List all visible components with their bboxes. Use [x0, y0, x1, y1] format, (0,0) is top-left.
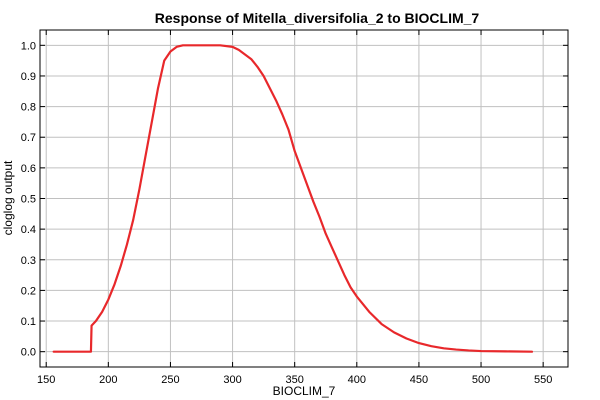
gridlines [40, 30, 568, 367]
x-tick-label: 300 [223, 374, 241, 386]
y-tick-label: 0.5 [21, 194, 36, 206]
chart-title: Response of Mitella_diversifolia_2 to BI… [155, 10, 480, 26]
x-tick-label: 150 [37, 374, 55, 386]
x-tick-label: 200 [99, 374, 117, 386]
x-tick-label: 400 [348, 374, 366, 386]
y-tick-label: 0.0 [21, 347, 36, 359]
y-tick-label: 1.0 [21, 40, 36, 52]
series-layer [52, 44, 534, 353]
x-tick-label: 350 [286, 374, 304, 386]
y-tick-label: 0.6 [21, 163, 36, 175]
y-axis-label: cloglog output [1, 160, 15, 235]
x-axis-label: BIOCLIM_7 [273, 384, 336, 398]
x-tick-labels: 150 200 250 300 350 400 450 500 550 [37, 374, 552, 386]
y-tick-label: 0.7 [21, 132, 36, 144]
y-tick-labels: 0.0 0.1 0.2 0.3 0.4 0.5 0.6 0.7 0.8 0.9 1.0 [21, 40, 36, 358]
y-tick-label: 0.8 [21, 102, 36, 114]
y-tick-label: 0.4 [21, 224, 36, 236]
x-tick-label: 500 [472, 374, 490, 386]
y-tick-label: 0.1 [21, 316, 36, 328]
y-tick-label: 0.2 [21, 285, 36, 297]
ticks [40, 30, 568, 367]
x-tick-label: 250 [161, 374, 179, 386]
y-tick-label: 0.3 [21, 255, 36, 267]
response-curve [52, 44, 534, 353]
y-tick-label: 0.9 [21, 71, 36, 83]
x-tick-label: 550 [534, 374, 552, 386]
x-tick-label: 450 [410, 374, 428, 386]
